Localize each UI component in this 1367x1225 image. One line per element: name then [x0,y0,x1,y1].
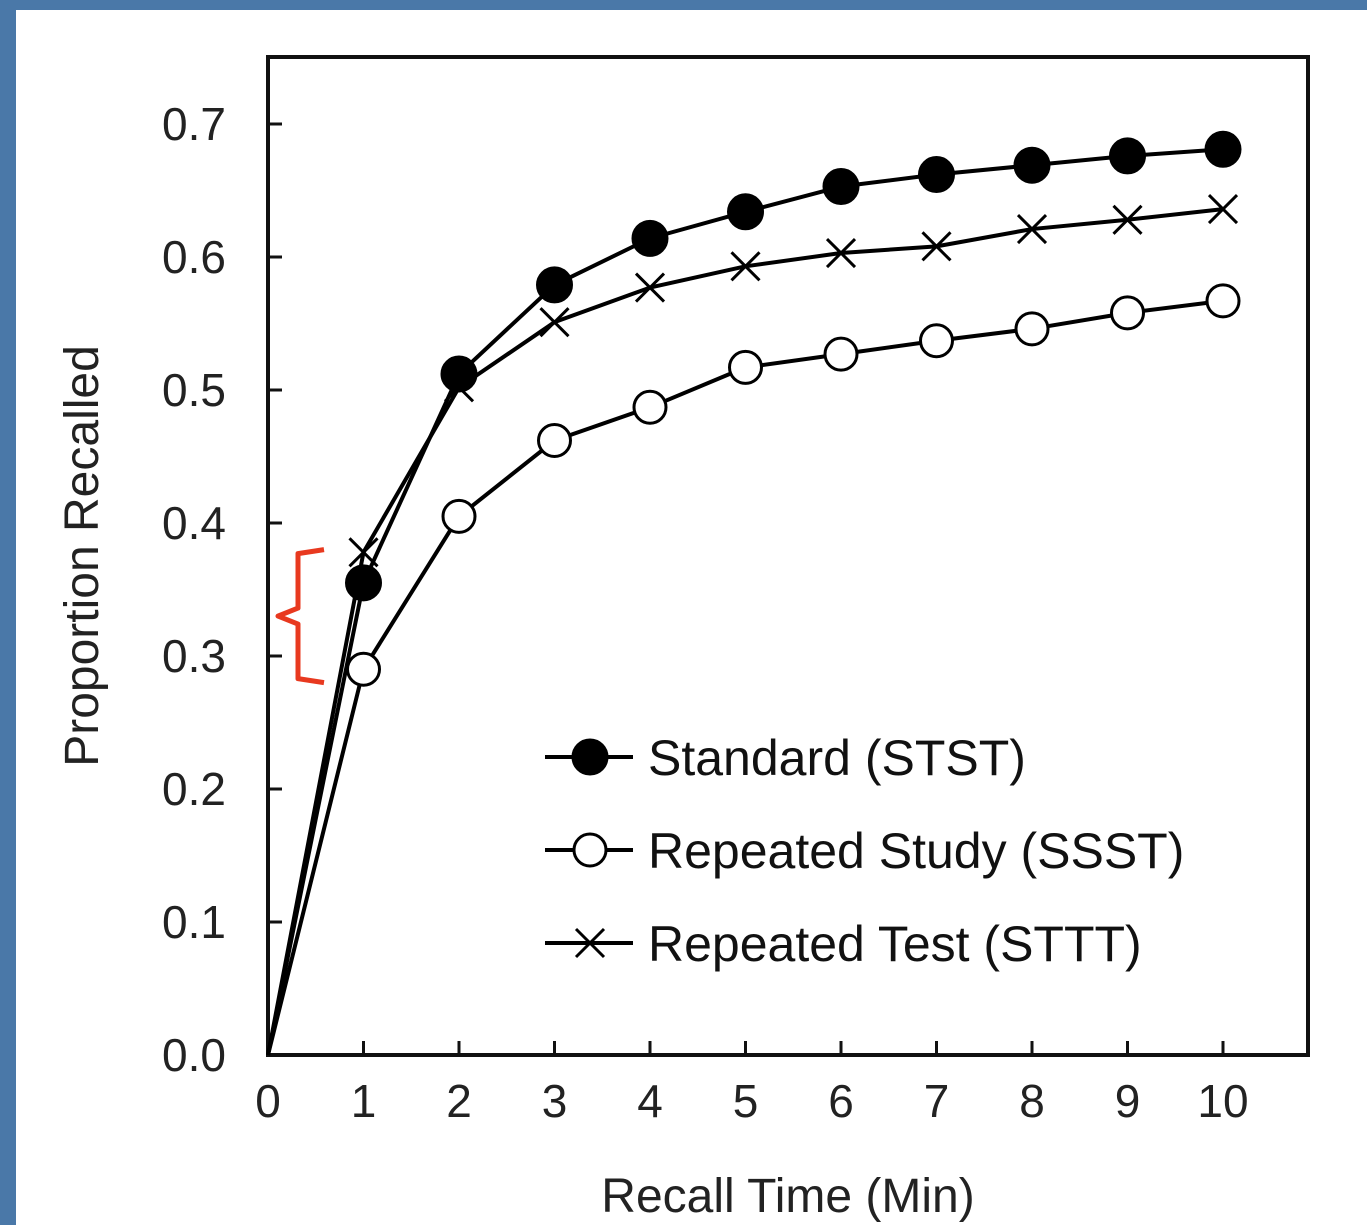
y-tick-label: 0.2 [162,763,226,815]
legend: Standard (STST) Repeated Study (SSST) Repe… [545,730,1184,972]
red-bracket [275,547,325,686]
x-axis-title: Recall Time (Min) [601,1170,974,1223]
x-marker-stroke [730,251,761,282]
data-point [1109,137,1146,175]
y-tick-label: 0.7 [162,98,226,150]
data-point [539,307,570,338]
data-point [345,564,382,602]
data-point [1014,311,1050,347]
data-point [634,272,666,303]
data-point [632,389,668,425]
x-marker-stroke [574,927,606,959]
x-tick-label: 1 [351,1075,377,1127]
legend-label: Repeated Test (STTT) [648,916,1142,972]
x-marker-stroke [921,231,952,262]
y-tick-label: 0.1 [162,896,226,948]
legend-label: Standard (STST) [648,730,1026,786]
legend-item-repeated-study-ssst: Repeated Study (SSST) [545,823,1184,879]
data-point [441,498,477,534]
data-point [728,349,763,385]
data-point [631,219,669,257]
legend-item-standard-stst: Standard (STST) [545,730,1026,786]
legend-marker [574,927,606,959]
series-layer [266,130,1242,1056]
x-tick-label: 10 [1197,1075,1248,1127]
y-tick-label: 0.4 [162,497,226,549]
x-tick-label: 2 [446,1075,472,1127]
legend-marker [572,832,608,868]
y-axis-title: Proportion Recalled [56,345,109,767]
data-point [346,651,381,687]
x-tick-label: 7 [924,1075,950,1127]
series-standard-stst [266,130,1242,1056]
x-marker-stroke [1016,214,1048,245]
y-tick-label: 0.3 [162,630,226,682]
data-point [727,193,764,231]
x-tick-label: 0 [255,1075,281,1127]
x-tick-label: 3 [542,1075,568,1127]
legend-item-repeated-test-sttt: Repeated Test (STTT) [545,916,1142,972]
x-tick-label: 6 [828,1075,854,1127]
data-point [1112,204,1143,235]
annotation-layer [275,547,325,686]
legend-marker [571,738,609,776]
data-point [1013,146,1051,184]
plot-area [266,55,1310,1057]
data-point [918,156,955,194]
series-repeated-study-ssst [266,283,1241,1056]
data-point [1016,214,1048,245]
x-tick-label: 9 [1115,1075,1141,1127]
y-tick-label: 0.0 [162,1029,226,1081]
x-marker-stroke [1207,194,1239,225]
data-point [823,336,859,372]
x-marker-stroke [1112,204,1143,235]
data-point [537,423,572,459]
y-tick-label: 0.6 [162,231,226,283]
x-marker-stroke [539,307,570,338]
data-point [919,323,954,359]
data-point [825,237,857,269]
data-point [921,231,952,262]
data-point [536,266,573,304]
x-tick-label: 5 [733,1075,759,1127]
data-point [1110,295,1145,331]
data-point [1205,283,1241,319]
data-point [822,168,860,206]
data-point [730,251,761,282]
data-point [440,355,478,393]
y-tick-label: 0.5 [162,364,226,416]
data-point [1204,130,1242,168]
x-marker-stroke [348,537,379,568]
legend-label: Repeated Study (SSST) [648,823,1184,879]
axis-ticks: 0 1 2 3 4 5 6 7 8 9 10 0.0 0.1 0.2 0.3 0.4 0.5 0.6 0.7 [162,98,1249,1127]
x-marker-stroke [825,237,857,269]
x-tick-label: 4 [637,1075,663,1127]
data-point [1207,194,1239,225]
x-marker-stroke [634,272,666,303]
x-tick-label: 8 [1019,1075,1045,1127]
